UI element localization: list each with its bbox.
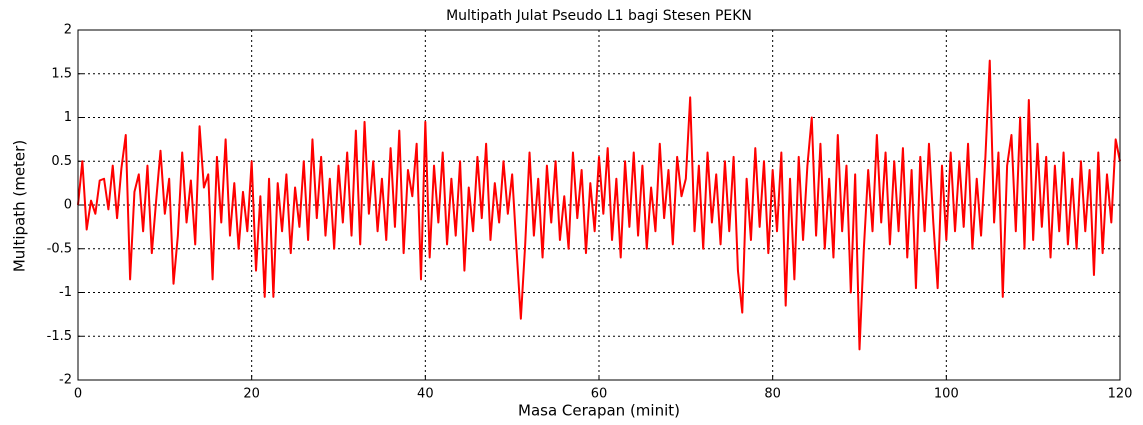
y-tick-label: -0.5 xyxy=(47,241,72,256)
data-line xyxy=(77,59,1121,351)
y-tick-label: 2 xyxy=(64,23,72,38)
x-tick-label: 60 xyxy=(591,387,608,402)
x-tick-label: 0 xyxy=(74,387,82,402)
y-axis-label: Multipath (meter) xyxy=(11,140,29,272)
x-tick-label: 120 xyxy=(1108,387,1133,402)
y-tick-label: 0.5 xyxy=(51,154,72,169)
chart-title: Multipath Julat Pseudo L1 bagi Stesen PE… xyxy=(446,8,752,24)
y-tick-label: 1.5 xyxy=(51,66,72,81)
x-axis-label: Masa Cerapan (minit) xyxy=(518,402,680,420)
plot-frame xyxy=(77,29,1121,381)
y-tick-label: -1 xyxy=(59,285,72,300)
y-tick-label: 0 xyxy=(64,198,72,213)
x-tick-label: 40 xyxy=(417,387,434,402)
x-tick-label: 80 xyxy=(764,387,781,402)
y-tick-label: 1 xyxy=(64,110,72,125)
y-tick-label: -2 xyxy=(59,373,72,388)
y-tick-label: -1.5 xyxy=(47,329,72,344)
x-tick-label: 100 xyxy=(934,387,959,402)
x-tick-label: 20 xyxy=(243,387,260,402)
